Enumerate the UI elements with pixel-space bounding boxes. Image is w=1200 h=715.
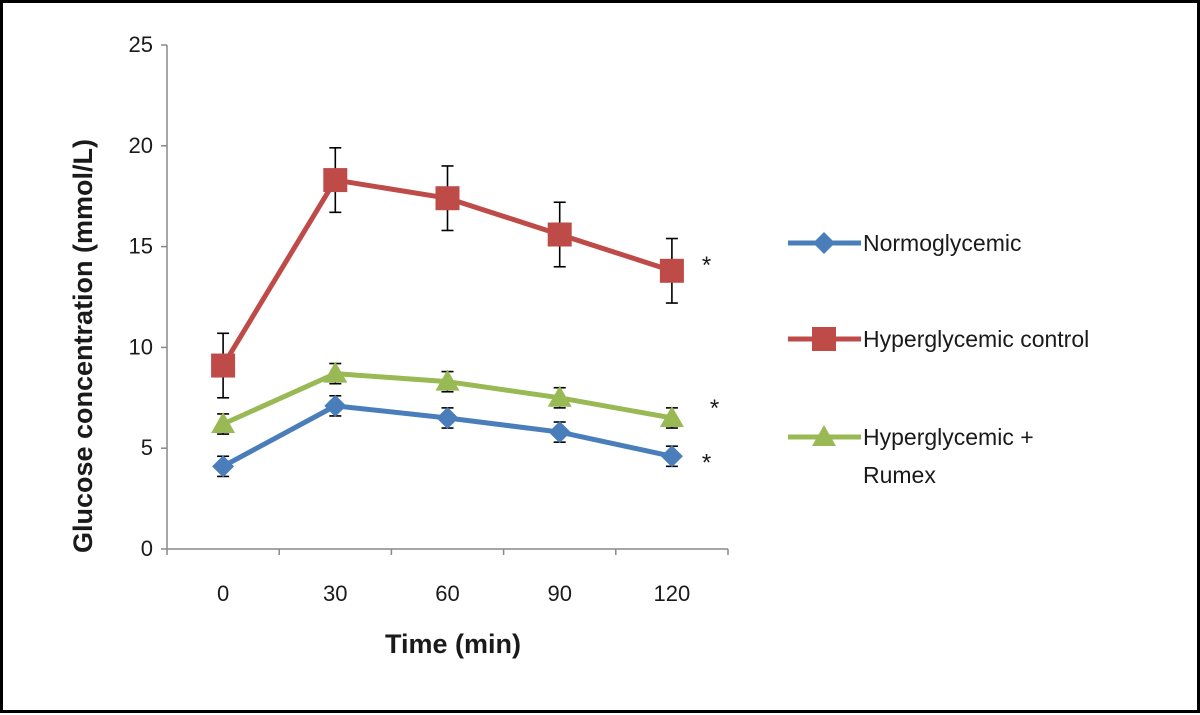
data-point: [659, 258, 684, 283]
x-tick-label: 0: [217, 581, 229, 606]
x-axis-ticks: 0 30 60 90 120: [166, 549, 729, 606]
y-tick-label: 25: [129, 32, 153, 57]
significance-marker: *: [702, 449, 711, 476]
data-point: [211, 353, 236, 378]
significance-marker: *: [702, 252, 711, 279]
legend-label: Hyperglycemic control: [863, 326, 1089, 352]
legend-label: Hyperglycemic +: [863, 424, 1034, 450]
legend-item: Hyperglycemic + Rumex: [788, 424, 1034, 488]
data-point: [547, 222, 572, 247]
data-point: [212, 455, 235, 478]
legend-label: Normoglycemic: [863, 230, 1021, 256]
data-point: [659, 405, 684, 427]
series-3: [211, 361, 684, 435]
x-tick-label: 120: [654, 581, 691, 606]
legend-item: Hyperglycemic control: [788, 326, 1089, 352]
legend-swatch-marker: [812, 425, 836, 446]
series-2: [211, 147, 684, 399]
legend-swatch-marker: [812, 327, 836, 351]
data-point: [435, 369, 460, 391]
axes: [166, 45, 728, 550]
y-tick-label: 0: [141, 536, 153, 561]
series-layer: * * *: [211, 147, 719, 478]
y-tick-label: 5: [141, 435, 153, 460]
data-point: [324, 394, 347, 417]
legend-item: Normoglycemic: [788, 230, 1021, 256]
data-point: [323, 168, 348, 193]
data-point: [323, 361, 348, 383]
data-point: [548, 421, 571, 444]
y-axis-ticks: 0 5 10 15 20 25: [129, 32, 167, 561]
data-point: [660, 445, 683, 468]
legend: Normoglycemic Hyperglycemic control Hyperg…: [788, 230, 1089, 488]
y-tick-label: 20: [129, 133, 153, 158]
line-chart: 0 5 10 15 20 25 0 30 60 90 120 * * * Normoglycemic H…: [68, 32, 1089, 659]
data-point: [435, 186, 460, 211]
significance-marker: *: [710, 395, 719, 422]
x-tick-label: 60: [435, 581, 459, 606]
y-tick-label: 15: [129, 234, 153, 259]
legend-swatch-marker: [813, 232, 835, 254]
x-tick-label: 30: [323, 581, 347, 606]
series-1: [212, 394, 683, 478]
x-axis-title: Time (min): [385, 629, 521, 659]
legend-label: Rumex: [863, 462, 936, 488]
y-axis-title: Glucose concentration (mmol/L): [68, 139, 98, 553]
data-point: [211, 412, 236, 434]
data-point: [547, 385, 572, 407]
y-tick-label: 10: [129, 334, 153, 359]
x-tick-label: 90: [547, 581, 571, 606]
data-point: [436, 406, 459, 429]
